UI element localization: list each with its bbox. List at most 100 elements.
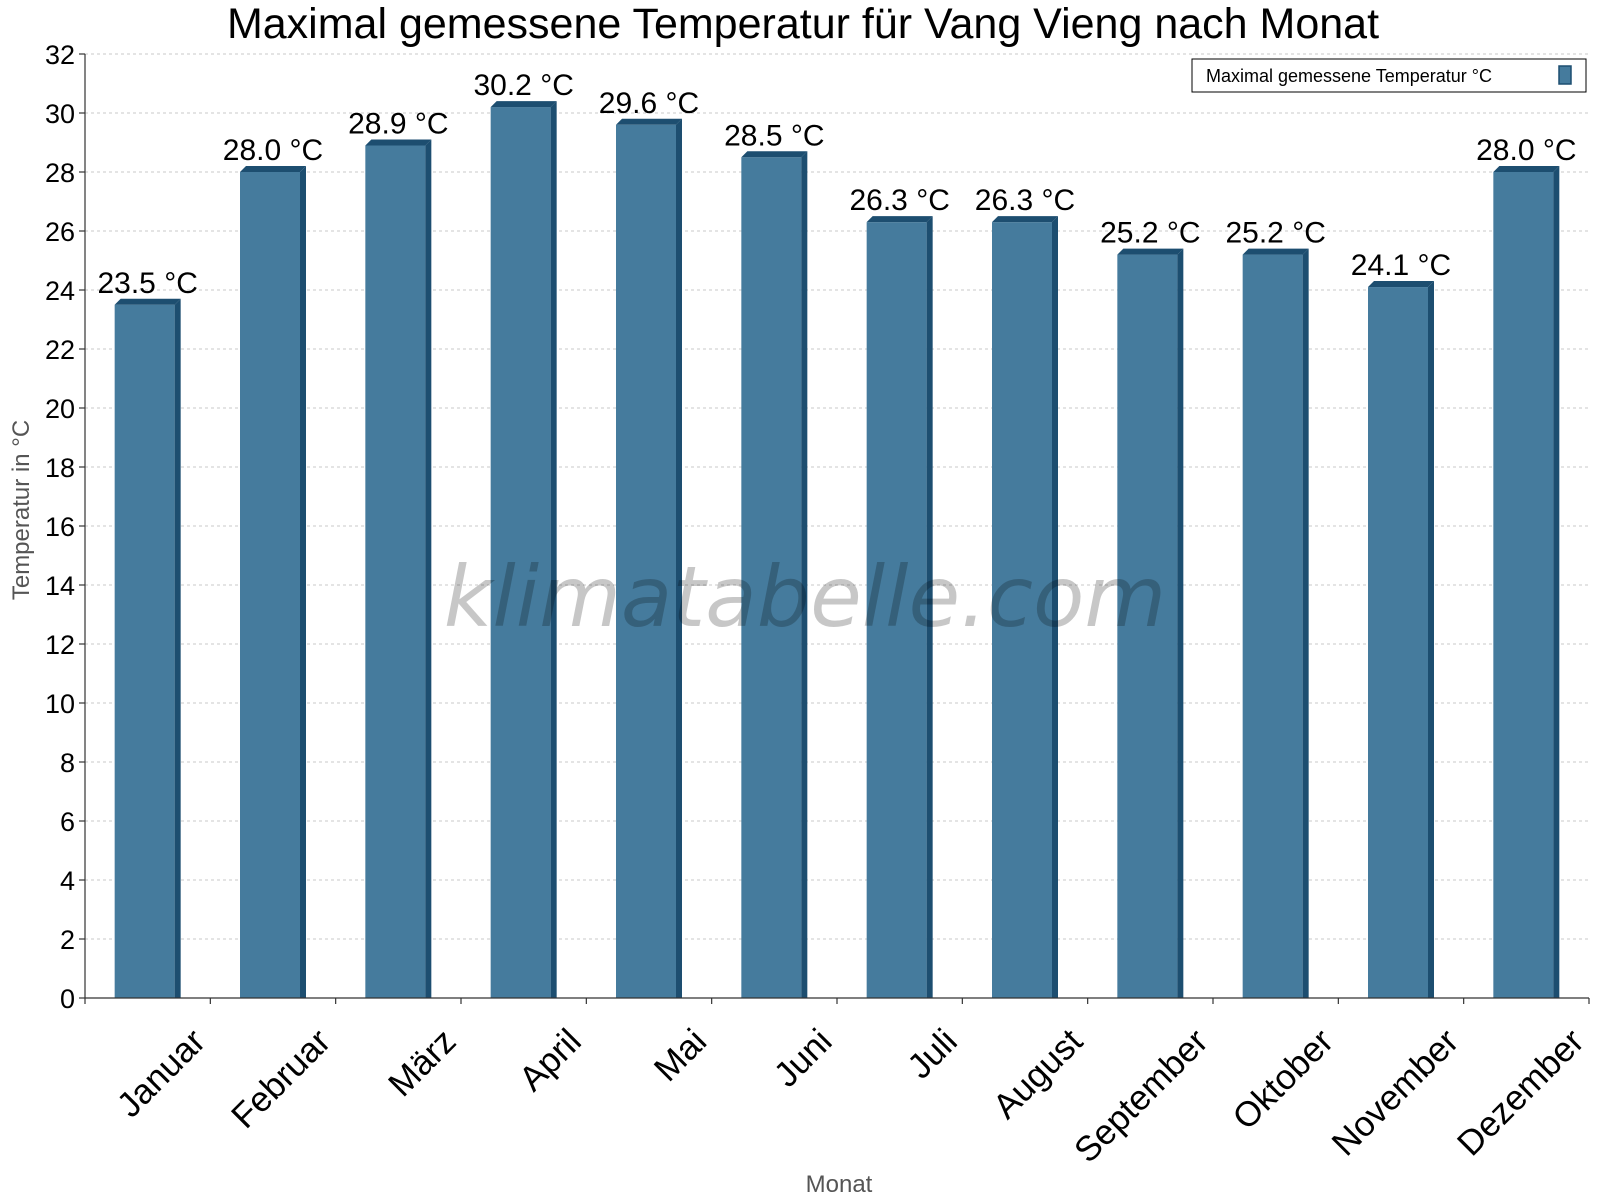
bar-side xyxy=(1052,216,1058,998)
data-label: 28.0 °C xyxy=(1476,134,1576,167)
y-tick-label: 26 xyxy=(45,217,75,247)
legend-box xyxy=(1191,58,1587,93)
x-tick-label: Juli xyxy=(900,1022,965,1087)
bar-side xyxy=(300,166,306,998)
data-label: 25.2 °C xyxy=(1225,217,1325,250)
y-tick-label: 2 xyxy=(60,925,75,955)
bars xyxy=(114,101,1560,999)
bar xyxy=(114,298,181,998)
y-tick-label: 30 xyxy=(45,99,75,129)
y-tick-label: 0 xyxy=(60,984,75,1014)
x-tick-label: September xyxy=(1067,1021,1216,1170)
bar xyxy=(1242,248,1309,999)
data-label: 28.0 °C xyxy=(223,134,323,167)
x-tick-label: Mai xyxy=(647,1022,714,1089)
bar-side xyxy=(1553,166,1560,998)
bar-top xyxy=(1493,166,1560,172)
bar-side xyxy=(1177,248,1184,999)
bar xyxy=(992,216,1058,998)
bar-top xyxy=(616,118,682,125)
y-tick-label: 20 xyxy=(45,394,75,424)
y-tick-label: 18 xyxy=(45,453,75,483)
x-tick-label: Januar xyxy=(110,1021,213,1124)
data-label: 26.3 °C xyxy=(849,184,949,217)
data-label: 26.3 °C xyxy=(975,184,1075,217)
bar-side xyxy=(676,118,682,999)
y-tick-label: 24 xyxy=(45,276,75,306)
x-tick-label: Februar xyxy=(224,1021,338,1135)
bar-top xyxy=(114,298,181,305)
y-tick-label: 4 xyxy=(60,866,75,896)
bar-front xyxy=(992,222,1052,998)
x-tick-label: November xyxy=(1324,1021,1466,1163)
bar xyxy=(365,139,432,998)
bar xyxy=(616,118,682,999)
legend-swatch xyxy=(1558,65,1572,85)
data-label: 23.5 °C xyxy=(97,267,197,300)
y-tick-label: 6 xyxy=(60,807,75,837)
x-tick-label: Juni xyxy=(767,1022,840,1095)
watermark: klimatabelle.com xyxy=(444,548,1167,646)
x-axis-title: Monat xyxy=(806,1171,873,1198)
bar xyxy=(741,151,808,998)
bar-top xyxy=(365,139,432,146)
legend-label: Maximal gemessene Temperatur °C xyxy=(1206,66,1492,86)
bar xyxy=(490,101,557,999)
data-label: 28.9 °C xyxy=(348,107,448,140)
bar-front xyxy=(616,124,676,999)
bar-top xyxy=(1368,281,1434,288)
bar-side xyxy=(1302,248,1309,999)
bar xyxy=(866,216,933,998)
bar-side xyxy=(174,298,181,998)
legend: Maximal gemessene Temperatur °C xyxy=(1191,58,1587,93)
bar-top xyxy=(741,151,808,158)
bar-front xyxy=(866,222,927,998)
bar-top xyxy=(866,216,933,223)
bar-front xyxy=(1493,172,1554,998)
data-label: 30.2 °C xyxy=(473,69,573,102)
y-tick-label: 10 xyxy=(45,689,75,719)
bar-side xyxy=(801,151,808,998)
bar-side xyxy=(425,139,432,998)
x-tick-label: April xyxy=(512,1022,589,1099)
bar-side xyxy=(550,101,557,999)
y-tick-label: 8 xyxy=(60,748,75,778)
chart-title: Maximal gemessene Temperatur für Vang Vi… xyxy=(227,0,1379,48)
y-tick-label: 22 xyxy=(45,335,75,365)
y-tick-label: 16 xyxy=(45,512,75,542)
x-tick-label: Oktober xyxy=(1225,1021,1341,1137)
y-tick-label: 32 xyxy=(45,40,75,70)
x-tick-label: Dezember xyxy=(1450,1021,1592,1163)
y-axis-title: Temperatur in °C xyxy=(8,420,35,600)
bar-top xyxy=(992,216,1058,223)
bar-front xyxy=(240,172,300,998)
bar-top xyxy=(1242,248,1309,255)
bar-front xyxy=(365,145,426,998)
data-label: 29.6 °C xyxy=(599,87,699,120)
data-label: 25.2 °C xyxy=(1100,217,1200,250)
bar-top xyxy=(490,101,557,108)
data-label: 24.1 °C xyxy=(1351,249,1451,282)
bar-side xyxy=(1428,281,1434,998)
x-tick-label: August xyxy=(986,1021,1091,1126)
bar-front xyxy=(1117,254,1178,999)
bar-front xyxy=(741,157,802,998)
grid-lines xyxy=(85,53,1589,940)
bar-front xyxy=(1368,287,1428,998)
y-tick-label: 12 xyxy=(45,630,75,660)
bar-top xyxy=(240,166,306,172)
bar xyxy=(1493,166,1560,998)
x-tick-label: März xyxy=(381,1022,464,1105)
bar xyxy=(1368,281,1434,998)
x-axis: Januar Februar März April Mai Juni Juli AugustS… xyxy=(84,997,1592,1170)
y-tick-label: 14 xyxy=(45,571,75,601)
data-label: 28.5 °C xyxy=(724,119,824,152)
bar xyxy=(240,166,306,998)
bar xyxy=(1117,248,1184,999)
bar-front xyxy=(1242,254,1303,999)
bar-top xyxy=(1117,248,1184,255)
bar-front xyxy=(490,107,551,999)
bar-front xyxy=(114,304,175,998)
